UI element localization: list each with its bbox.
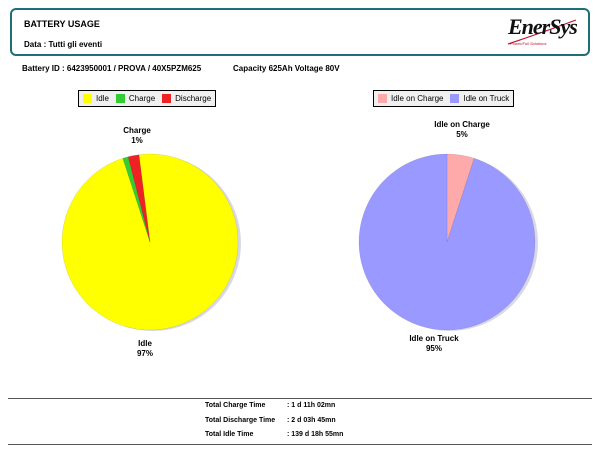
legend-swatch bbox=[378, 94, 387, 103]
divider bbox=[8, 398, 592, 399]
pie-slice-charge bbox=[122, 156, 151, 243]
divider bbox=[8, 444, 592, 445]
label-name: Idle on Truck bbox=[409, 334, 459, 343]
total-discharge-label: Total Discharge Time bbox=[205, 417, 276, 424]
report-title: BATTERY USAGE bbox=[24, 19, 100, 29]
label-name: Idle bbox=[138, 339, 152, 348]
pie-slice-idle bbox=[61, 153, 239, 331]
total-idle-value: : 139 d 18h 55mn bbox=[287, 431, 344, 438]
pie-slice-discharge bbox=[127, 154, 151, 243]
legend-item-charge: Charge bbox=[115, 94, 156, 103]
pie-label-charge: Charge 1% bbox=[115, 126, 159, 146]
legend-item-idle-on-truck: Idle on Truck bbox=[450, 94, 509, 103]
report-subtitle: Data : Tutti gli eventi bbox=[24, 40, 103, 49]
legend-swatch bbox=[83, 94, 92, 103]
label-percent: 97% bbox=[136, 349, 153, 358]
pie-slice-idle-on-truck bbox=[358, 153, 536, 331]
label-percent: 5% bbox=[456, 130, 468, 139]
legend-item-idle-on-charge: Idle on Charge bbox=[378, 94, 443, 103]
legend-swatch bbox=[162, 94, 172, 103]
battery-id: Battery ID : 6423950001 / PROVA / 40X5PZ… bbox=[22, 64, 202, 73]
pie-label-idle-on-truck: Idle on Truck 95% bbox=[398, 334, 470, 354]
pie-slice-idle-on-charge bbox=[446, 153, 475, 243]
label-name: Charge bbox=[123, 126, 151, 135]
label-name: Idle on Charge bbox=[434, 120, 490, 129]
label-percent: 1% bbox=[131, 136, 143, 145]
pie-label-idle-on-charge: Idle on Charge 5% bbox=[426, 120, 498, 140]
battery-capacity: Capacity 625Ah Voltage 80V bbox=[233, 64, 340, 73]
report-header: BATTERY USAGE Data : Tutti gli eventi En… bbox=[10, 8, 590, 56]
legend-label: Discharge bbox=[175, 94, 212, 103]
legend-label: Idle on Truck bbox=[463, 94, 510, 103]
logo-wordmark: EnerSys bbox=[508, 14, 578, 39]
usage-legend: Idle Charge Discharge bbox=[78, 90, 217, 107]
idle-legend: Idle on Charge Idle on Truck bbox=[373, 90, 515, 107]
legend-item-idle: Idle bbox=[83, 94, 109, 103]
total-idle-label: Total Idle Time bbox=[205, 431, 254, 438]
logo-swoosh-icon bbox=[507, 19, 577, 45]
legend-swatch bbox=[115, 94, 125, 103]
legend-item-discharge: Discharge bbox=[162, 94, 211, 103]
logo-tagline: Power/Full Solutions bbox=[510, 41, 547, 46]
enersys-logo: EnerSys Power/Full Solutions bbox=[504, 12, 578, 54]
total-charge-value: : 1 d 11h 02mn bbox=[287, 402, 336, 409]
legend-label: Charge bbox=[128, 94, 156, 103]
legend-swatch bbox=[450, 94, 460, 103]
label-percent: 95% bbox=[425, 344, 442, 353]
legend-label: Idle on Charge bbox=[391, 94, 444, 103]
total-charge-label: Total Charge Time bbox=[205, 402, 266, 409]
legend-label: Idle bbox=[96, 94, 109, 103]
total-discharge-value: : 2 d 03h 45mn bbox=[287, 417, 336, 424]
pie-label-idle: Idle 97% bbox=[125, 339, 165, 359]
